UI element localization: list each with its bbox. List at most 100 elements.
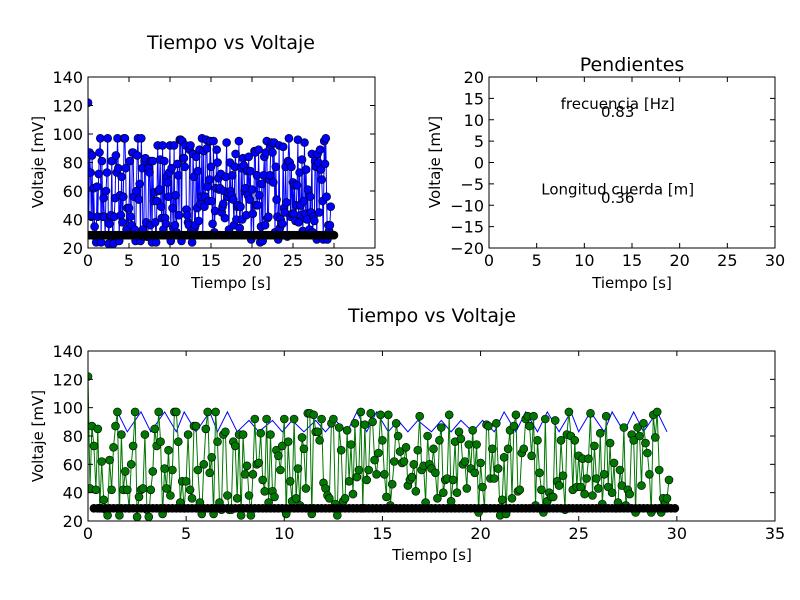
data-point bbox=[194, 216, 203, 226]
data-point bbox=[554, 481, 564, 490]
x-tick-label: 20 bbox=[242, 251, 262, 270]
data-point bbox=[144, 512, 154, 521]
data-point bbox=[511, 410, 521, 420]
data-point bbox=[548, 492, 558, 502]
data-point bbox=[213, 437, 222, 447]
y-tick-label: 140 bbox=[52, 68, 83, 87]
data-point bbox=[540, 414, 550, 424]
data-point bbox=[207, 452, 216, 462]
data-point bbox=[90, 222, 99, 231]
data-point bbox=[99, 193, 108, 203]
data-point bbox=[433, 493, 442, 503]
data-point bbox=[203, 182, 212, 191]
data-point bbox=[205, 175, 214, 184]
data-point bbox=[615, 465, 625, 475]
data-point bbox=[558, 471, 568, 481]
x-axis-label: Tiempo [s] bbox=[190, 274, 271, 292]
data-point bbox=[650, 433, 660, 442]
data-point bbox=[389, 457, 399, 466]
data-point bbox=[464, 440, 474, 449]
data-point bbox=[111, 151, 121, 160]
data-point bbox=[354, 465, 364, 475]
data-point bbox=[91, 485, 101, 495]
data-point bbox=[588, 491, 597, 500]
y-tick-label: 40 bbox=[63, 484, 83, 503]
data-point bbox=[387, 479, 397, 489]
data-point bbox=[315, 145, 325, 154]
data-point bbox=[617, 481, 627, 490]
data-point bbox=[160, 156, 169, 166]
data-point bbox=[435, 435, 444, 445]
data-point bbox=[299, 444, 309, 454]
data-point bbox=[564, 407, 574, 417]
data-point bbox=[456, 434, 466, 444]
data-point bbox=[497, 495, 507, 505]
data-point bbox=[315, 435, 324, 445]
chart-top-left-tiempo-vs-voltaje: Tiempo vs Voltaje Tiempo [s] Voltaje [mV… bbox=[29, 32, 385, 292]
data-point bbox=[154, 407, 163, 417]
data-point bbox=[113, 407, 122, 417]
data-point bbox=[92, 182, 102, 191]
data-point bbox=[220, 213, 230, 223]
data-point bbox=[88, 98, 93, 107]
y-tick-label: 100 bbox=[52, 125, 83, 144]
data-point bbox=[205, 468, 214, 478]
data-point bbox=[120, 134, 130, 143]
data-point bbox=[114, 163, 123, 173]
data-point bbox=[170, 220, 180, 230]
data-point bbox=[334, 423, 344, 432]
data-point bbox=[191, 421, 201, 431]
y-tick-label: 20 bbox=[63, 512, 83, 531]
y-axis-label: Voltaje [mV] bbox=[29, 116, 47, 208]
data-point bbox=[407, 472, 417, 482]
data-point bbox=[160, 464, 169, 473]
x-tick-label: 35 bbox=[365, 251, 385, 270]
data-point bbox=[182, 210, 192, 220]
x-tick-label: 30 bbox=[765, 251, 785, 270]
data-point bbox=[232, 493, 242, 503]
x-tick-label: 25 bbox=[569, 524, 589, 543]
data-point bbox=[130, 407, 140, 417]
data-point bbox=[448, 475, 458, 485]
data-point bbox=[132, 512, 142, 521]
data-point bbox=[173, 159, 182, 169]
data-point bbox=[134, 195, 144, 204]
x-tick-label: 20 bbox=[669, 251, 689, 270]
annotation-text: 0.83 bbox=[601, 103, 634, 121]
data-point bbox=[321, 484, 330, 493]
data-point bbox=[305, 192, 315, 201]
data-point bbox=[489, 474, 499, 483]
data-point bbox=[135, 179, 144, 189]
data-point bbox=[146, 485, 156, 495]
data-point bbox=[314, 208, 324, 217]
data-point bbox=[202, 144, 212, 153]
data-point bbox=[537, 485, 546, 495]
chart-bottom-tiempo-vs-voltaje: Tiempo vs Voltaje Tiempo [s] Voltaje [mV… bbox=[29, 305, 785, 564]
data-point bbox=[140, 430, 150, 439]
data-point bbox=[257, 179, 267, 189]
data-point bbox=[209, 136, 218, 146]
data-point bbox=[317, 175, 327, 184]
data-point bbox=[268, 178, 278, 187]
y-tick-label: 120 bbox=[52, 97, 83, 116]
data-point bbox=[391, 418, 401, 428]
x-axis-label: Tiempo [s] bbox=[391, 546, 472, 564]
data-point bbox=[292, 181, 302, 190]
data-point bbox=[272, 195, 281, 204]
x-tick-label: 5 bbox=[181, 524, 191, 543]
data-point bbox=[212, 145, 221, 154]
data-point bbox=[111, 421, 120, 431]
x-tick-label: 10 bbox=[274, 524, 294, 543]
data-point bbox=[444, 410, 454, 420]
data-point bbox=[313, 427, 323, 437]
data-point bbox=[360, 420, 370, 430]
data-point bbox=[238, 430, 248, 439]
data-point bbox=[145, 168, 154, 177]
data-point bbox=[535, 468, 544, 478]
data-point bbox=[121, 163, 130, 173]
x-tick-label: 25 bbox=[283, 251, 303, 270]
x-tick-label: 0 bbox=[83, 524, 93, 543]
data-point bbox=[664, 475, 674, 485]
data-point bbox=[247, 185, 257, 194]
data-point bbox=[652, 407, 662, 417]
